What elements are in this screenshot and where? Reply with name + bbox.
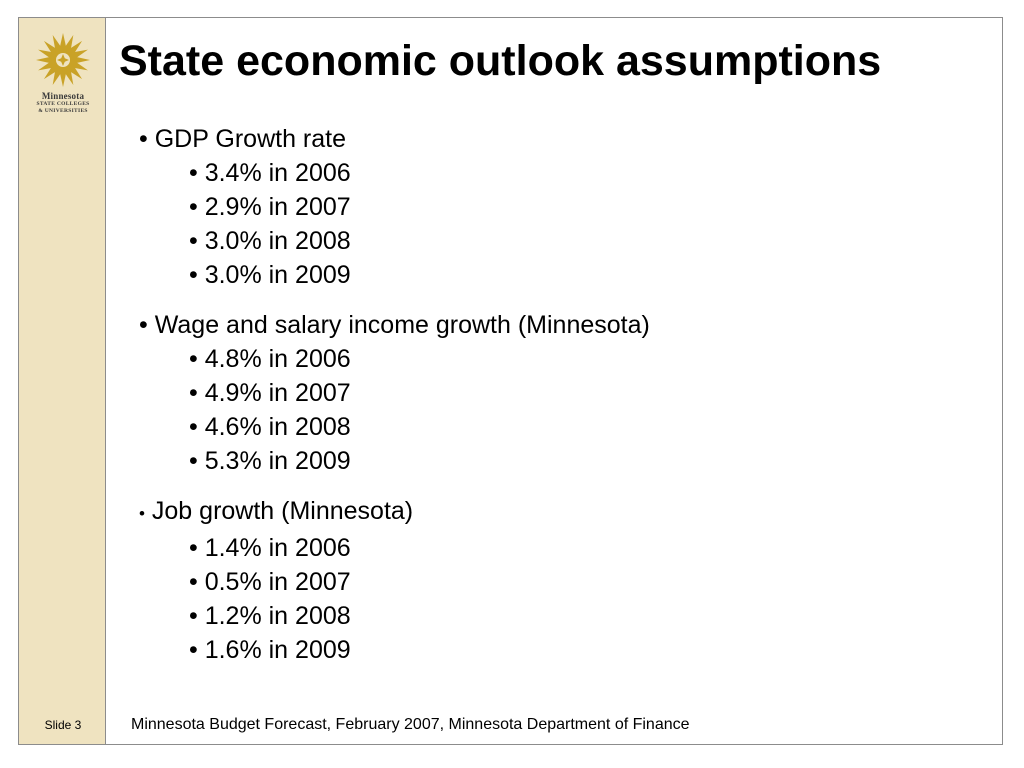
sub-bullet: • 4.8% in 2006 <box>189 345 351 373</box>
sub-bullet-text: 4.6% in 2008 <box>204 413 351 441</box>
sub-bullet-text: 4.9% in 2007 <box>204 379 351 407</box>
bullet-heading-text: GDP Growth rate <box>154 125 346 153</box>
sub-bullet-text: 3.0% in 2008 <box>204 227 351 255</box>
sub-bullet-text: 0.5% in 2007 <box>204 568 351 596</box>
bullet-icon: • <box>139 125 148 153</box>
sub-bullet: • 4.6% in 2008 <box>189 413 351 441</box>
bullet-heading: • GDP Growth rate <box>139 122 939 156</box>
slide-sidebar: Minnesota STATE COLLEGES & UNIVERSITIES … <box>19 18 106 744</box>
sub-bullet-text: 4.8% in 2006 <box>204 345 351 373</box>
sub-bullet-text: 1.4% in 2006 <box>204 534 351 562</box>
bullet-heading-text: Job growth (Minnesota) <box>151 497 414 525</box>
bullet-heading: • Job growth (Minnesota) <box>139 494 939 531</box>
sub-bullet: • 3.4% in 2006 <box>189 159 351 187</box>
sub-bullet: • 1.2% in 2008 <box>189 602 351 630</box>
slide-number: Slide 3 <box>44 718 82 732</box>
sub-bullet: • 0.5% in 2007 <box>189 568 351 596</box>
sub-bullet: • 3.0% in 2008 <box>189 227 351 255</box>
logo: Minnesota STATE COLLEGES & UNIVERSITIES <box>32 32 94 115</box>
sub-bullet: • 5.3% in 2009 <box>189 447 351 475</box>
logo-name: Minnesota <box>41 91 85 101</box>
bullet-icon: • <box>139 504 145 523</box>
sub-bullet: • 1.6% in 2009 <box>189 636 351 664</box>
logo-subtitle-line2: & UNIVERSITIES <box>38 108 88 114</box>
slide-footer-source: Minnesota Budget Forecast, February 2007… <box>131 716 690 733</box>
bullet-group-gdp: • GDP Growth rate • 3.4% in 2006 • 2.9% … <box>139 122 939 292</box>
sub-bullet-text: 2.9% in 2007 <box>204 193 351 221</box>
sub-bullet: • 1.4% in 2006 <box>189 534 351 562</box>
sub-bullet-text: 1.2% in 2008 <box>204 602 351 630</box>
sub-bullet-text: 5.3% in 2009 <box>204 447 351 475</box>
bullet-icon: • <box>139 311 148 339</box>
slide-title: State economic outlook assumptions <box>119 37 882 85</box>
sub-bullet-text: 3.0% in 2009 <box>204 261 351 289</box>
logo-subtitle-line1: STATE COLLEGES <box>36 101 90 107</box>
sub-bullet-text: 1.6% in 2009 <box>204 636 351 664</box>
bullet-list: • GDP Growth rate • 3.4% in 2006 • 2.9% … <box>139 122 939 683</box>
bullet-heading-text: Wage and salary income growth (Minnesota… <box>154 311 650 339</box>
bullet-group-jobs: • Job growth (Minnesota) • 1.4% in 2006 … <box>139 494 939 667</box>
sub-bullet: • 2.9% in 2007 <box>189 193 351 221</box>
sub-bullet-text: 3.4% in 2006 <box>204 159 351 187</box>
sub-bullet: • 3.0% in 2009 <box>189 261 351 289</box>
bullet-heading: • Wage and salary income growth (Minneso… <box>139 308 939 342</box>
sub-bullet: • 4.9% in 2007 <box>189 379 351 407</box>
bullet-group-wage: • Wage and salary income growth (Minneso… <box>139 308 939 478</box>
slide-frame: Minnesota STATE COLLEGES & UNIVERSITIES … <box>18 17 1003 745</box>
minnesota-star-logo-icon <box>36 33 90 87</box>
